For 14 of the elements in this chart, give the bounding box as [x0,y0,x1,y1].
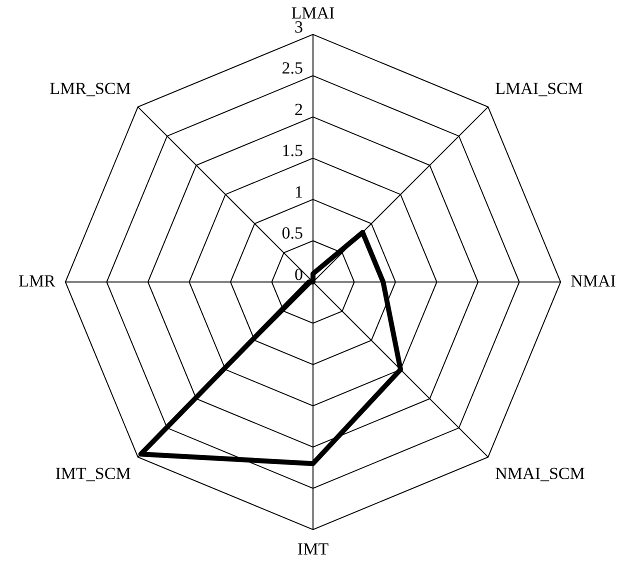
y-tick-label: 2.5 [282,58,303,78]
spoke-label: NMAI [570,271,616,290]
spoke-label: LMAI_SCM [495,79,584,98]
spoke-label: IMT_SCM [55,464,131,483]
y-tick-label: 1.5 [282,141,303,160]
y-tick-label: 0 [294,264,303,284]
y-tick-label: 2 [294,100,303,119]
y-tick-label: 0.5 [282,224,303,243]
y-tick-label: 1 [294,182,303,202]
spoke-label: NMAI_SCM [495,464,585,483]
y-tick-label: 3 [294,17,303,36]
spoke-label: LMR_SCM [50,79,131,98]
spoke-label: IMT [297,539,330,558]
spoke-label: LMR [18,271,56,290]
